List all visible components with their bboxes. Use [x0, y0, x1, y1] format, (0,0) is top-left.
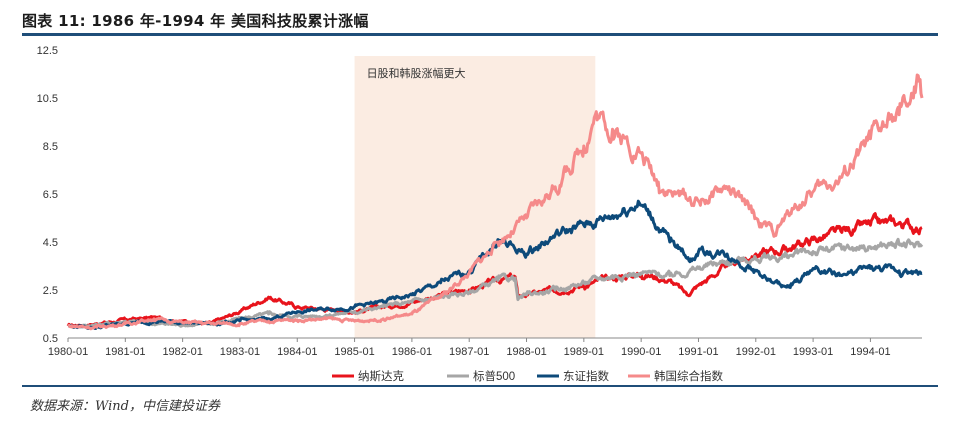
y-tick-label: 0.5: [43, 333, 58, 345]
y-tick-label: 4.5: [43, 237, 58, 249]
x-tick-label: 1994-01: [850, 346, 890, 358]
x-tick-label: 1992-01: [736, 346, 776, 358]
bottom-divider: [22, 385, 938, 387]
legend-label: 韩国综合指数: [654, 369, 723, 383]
x-tick-label: 1990-01: [621, 346, 661, 358]
x-tick-label: 1993-01: [793, 346, 833, 358]
chart-container: 日股和韩股涨幅更大 0.5 2.5 4.5 6.5 8.5 10.5 12.5 1980-01 1…: [22, 38, 938, 383]
y-tick-label: 8.5: [43, 141, 58, 153]
x-tick-label: 1980-01: [48, 346, 88, 358]
x-tick-label: 1985-01: [334, 346, 374, 358]
x-tick-label: 1987-01: [449, 346, 489, 358]
legend-label: 东证指数: [563, 369, 609, 383]
legend-label: 标普500: [473, 369, 515, 383]
y-tick-label: 6.5: [43, 189, 58, 201]
legend-label: 纳斯达克: [358, 369, 404, 383]
title-bar: 图表 11: 1986 年-1994 年 美国科技股累计涨幅: [22, 8, 938, 32]
x-tick-label: 1981-01: [105, 346, 145, 358]
x-tick-label: 1988-01: [506, 346, 546, 358]
title-divider: [22, 33, 938, 36]
x-tick-label: 1991-01: [678, 346, 718, 358]
x-tick-label: 1984-01: [277, 346, 317, 358]
y-tick-label: 2.5: [43, 285, 58, 297]
x-tick-label: 1989-01: [564, 346, 604, 358]
shaded-region-label: 日股和韩股涨幅更大: [367, 66, 466, 80]
x-tick-label: 1982-01: [162, 346, 202, 358]
y-tick-label: 12.5: [37, 45, 58, 57]
source-note: 数据来源：Wind，中信建投证券: [30, 399, 220, 414]
x-tick-label: 1986-01: [392, 346, 432, 358]
line-chart: 日股和韩股涨幅更大 0.5 2.5 4.5 6.5 8.5 10.5 12.5 1980-01 1…: [37, 45, 924, 383]
page-title: 图表 11: 1986 年-1994 年 美国科技股累计涨幅: [22, 12, 369, 30]
y-tick-label: 10.5: [37, 93, 58, 105]
x-tick-label: 1983-01: [220, 346, 260, 358]
series-line-3: [67, 73, 924, 331]
